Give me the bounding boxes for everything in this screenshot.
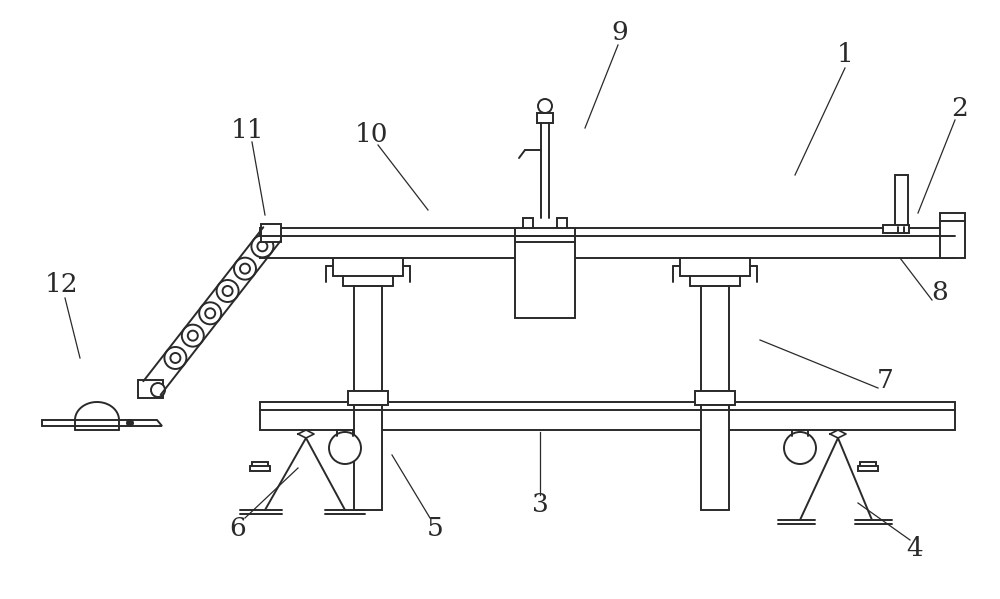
Bar	[940, 213, 965, 258]
Circle shape	[538, 99, 552, 113]
Circle shape	[251, 235, 273, 258]
Circle shape	[257, 241, 267, 252]
Bar	[695, 391, 735, 405]
Circle shape	[151, 383, 165, 397]
Circle shape	[223, 286, 233, 296]
Circle shape	[188, 331, 198, 341]
Circle shape	[234, 258, 256, 280]
Bar	[680, 258, 750, 276]
Text: 1: 1	[837, 43, 853, 68]
Bar	[701, 405, 729, 510]
Circle shape	[784, 432, 816, 464]
Text: 5: 5	[427, 516, 443, 540]
Bar	[701, 286, 729, 391]
Circle shape	[170, 353, 180, 363]
Bar	[883, 225, 909, 233]
Bar	[261, 224, 281, 242]
Text: 4: 4	[907, 536, 923, 561]
Text: 3: 3	[532, 492, 548, 518]
Circle shape	[164, 347, 186, 369]
Bar	[354, 405, 382, 510]
Text: 2: 2	[952, 95, 968, 120]
Bar	[252, 462, 268, 470]
Bar	[333, 258, 403, 276]
Bar	[354, 286, 382, 391]
Text: 12: 12	[45, 273, 79, 298]
Bar	[860, 462, 876, 470]
Circle shape	[240, 264, 250, 274]
Bar	[523, 218, 533, 228]
Bar	[260, 228, 955, 258]
Circle shape	[205, 308, 215, 318]
Text: 6: 6	[230, 516, 246, 540]
Bar	[348, 391, 388, 405]
Circle shape	[127, 420, 133, 426]
Bar	[895, 175, 908, 233]
Text: 9: 9	[612, 20, 628, 44]
Text: 7: 7	[877, 368, 893, 392]
Text: 11: 11	[231, 117, 265, 143]
Bar	[138, 380, 163, 398]
Circle shape	[329, 432, 361, 464]
Text: 8: 8	[932, 280, 948, 304]
Circle shape	[217, 280, 239, 302]
Bar	[557, 218, 567, 228]
Bar	[537, 113, 553, 123]
Circle shape	[182, 325, 204, 347]
Circle shape	[199, 302, 221, 324]
Polygon shape	[42, 420, 162, 426]
Bar	[858, 466, 878, 471]
Text: 10: 10	[355, 123, 389, 147]
Bar	[260, 402, 955, 430]
Bar	[515, 228, 575, 318]
Bar	[250, 466, 270, 471]
